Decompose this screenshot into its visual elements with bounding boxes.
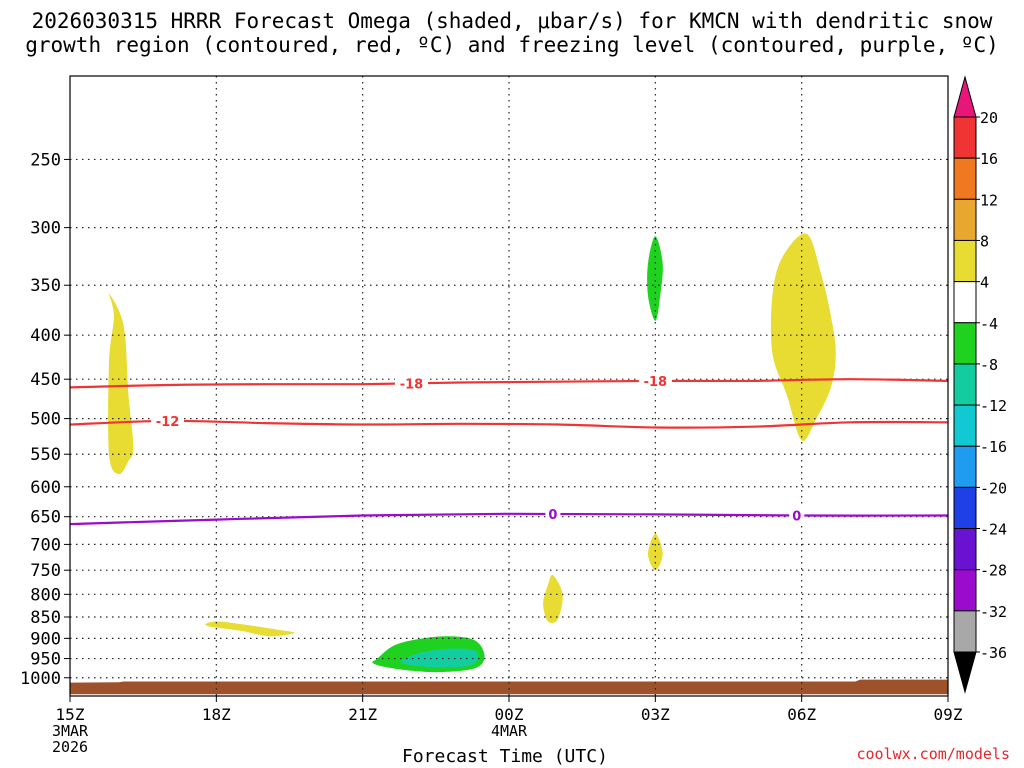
colorbar-label-20: 20	[980, 109, 998, 127]
y-tick-label-400: 400	[30, 326, 61, 346]
x-tick-label-21Z: 21Z	[348, 705, 377, 724]
omega-region-0	[108, 293, 134, 475]
y-tick-label-700: 700	[30, 535, 61, 555]
contour-dgz-minus18	[69, 378, 949, 389]
y-tick-label-850: 850	[30, 608, 61, 628]
colorbar-bin-9	[953, 445, 977, 488]
y-tick-label-1000: 1000	[20, 669, 61, 689]
colorbar-bin-11	[953, 528, 977, 571]
contour-label-bg	[394, 375, 428, 392]
y-tick-label-450: 450	[30, 370, 61, 390]
colorbar-label--36: -36	[980, 644, 1007, 662]
colorbar-bin-3	[953, 198, 977, 241]
y-tick-label-500: 500	[30, 410, 61, 430]
omega-region-1	[770, 233, 836, 441]
contour-label-dgz-minus18-1: -18	[644, 375, 668, 390]
site-credit: coolwx.com/models	[856, 745, 1010, 763]
x-tick-label-18Z: 18Z	[202, 705, 231, 724]
x-axis-title: Forecast Time (UTC)	[402, 746, 608, 767]
y-tick-label-750: 750	[30, 561, 61, 581]
contour-dgz-minus12	[69, 419, 949, 429]
colorbar-label--4: -4	[980, 315, 998, 333]
colorbar-label--28: -28	[980, 562, 1007, 580]
colorbar-bin-13	[953, 610, 977, 653]
x-tick-sublabel: 2026	[52, 738, 88, 756]
y-axis: 2503003504004505005506006507007508008509…	[20, 150, 70, 689]
y-tick-label-300: 300	[30, 219, 61, 239]
pressure-gridlines	[70, 76, 948, 696]
x-tick-label-06Z: 06Z	[787, 705, 816, 724]
colorbar-bin-top	[953, 75, 977, 118]
contour-label-bg	[638, 372, 672, 389]
colorbar-bin-12	[953, 569, 977, 612]
omega-shading	[108, 233, 836, 673]
y-tick-label-800: 800	[30, 585, 61, 605]
colorbar-label-4: 4	[980, 274, 989, 292]
y-tick-label-900: 900	[30, 629, 61, 649]
x-tick-label-00Z: 00Z	[495, 705, 524, 724]
colorbar-label-12: 12	[980, 191, 998, 209]
colorbar-bin-8	[953, 404, 977, 447]
temperature-contours: -18 -18 -12 0 0	[69, 372, 949, 526]
colorbar-label-8: 8	[980, 232, 989, 250]
colorbar-label--32: -32	[980, 603, 1007, 621]
y-tick-label-350: 350	[30, 276, 61, 296]
omega-region-2	[647, 236, 663, 321]
colorbar-bin-7	[953, 363, 977, 406]
x-tick-label-09Z: 09Z	[934, 705, 963, 724]
colorbar-label--20: -20	[980, 479, 1007, 497]
colorbar-bin-6	[953, 322, 977, 365]
contour-label-freezing-level-0-0: 0	[548, 508, 557, 523]
contour-label-dgz-minus12-0: -12	[156, 415, 180, 430]
colorbar-label-16: 16	[980, 150, 998, 168]
y-tick-label-250: 250	[30, 150, 61, 170]
omega-region-7	[400, 648, 479, 668]
contour-label-dgz-minus18-0: -18	[400, 377, 424, 392]
contour-label-bg	[789, 507, 805, 524]
y-tick-label-650: 650	[30, 508, 61, 528]
colorbar-label--8: -8	[980, 356, 998, 374]
contour-label-bg	[545, 505, 561, 522]
colorbar-bin-5	[953, 281, 977, 324]
x-tick-sublabel: 4MAR	[491, 722, 528, 740]
chart-title-line-1: 2026030315 HRRR Forecast Omega (shaded, …	[31, 9, 993, 33]
omega-region-4	[543, 574, 563, 624]
terrain-surface	[70, 679, 948, 695]
contour-label-bg	[151, 412, 185, 429]
colorbar: 20 16 12 8 4 -4 -8 -12 -16 -20 -24 -28 -32 -36	[953, 75, 1007, 694]
colorbar-label--12: -12	[980, 397, 1007, 415]
colorbar-bin-bottom	[953, 651, 977, 694]
colorbar-bin-1	[953, 116, 977, 159]
colorbar-label--24: -24	[980, 521, 1007, 539]
omega-region-3	[648, 533, 663, 571]
chart-title-line-2: growth region (contoured, red, ºC) and f…	[25, 33, 999, 57]
colorbar-bin-10	[953, 486, 977, 530]
surface-fill	[70, 679, 948, 695]
y-tick-label-600: 600	[30, 478, 61, 498]
colorbar-label--16: -16	[980, 438, 1007, 456]
y-tick-label-550: 550	[30, 445, 61, 465]
omega-region-5	[205, 621, 295, 637]
colorbar-bin-4	[953, 239, 977, 283]
contour-label-freezing-level-0-1: 0	[792, 510, 801, 525]
x-tick-label-03Z: 03Z	[641, 705, 670, 724]
x-tick-sublabel: 3MAR	[52, 722, 89, 740]
colorbar-bin-2	[953, 157, 977, 200]
y-tick-label-950: 950	[30, 650, 61, 670]
x-tick-label-15Z: 15Z	[56, 705, 85, 724]
